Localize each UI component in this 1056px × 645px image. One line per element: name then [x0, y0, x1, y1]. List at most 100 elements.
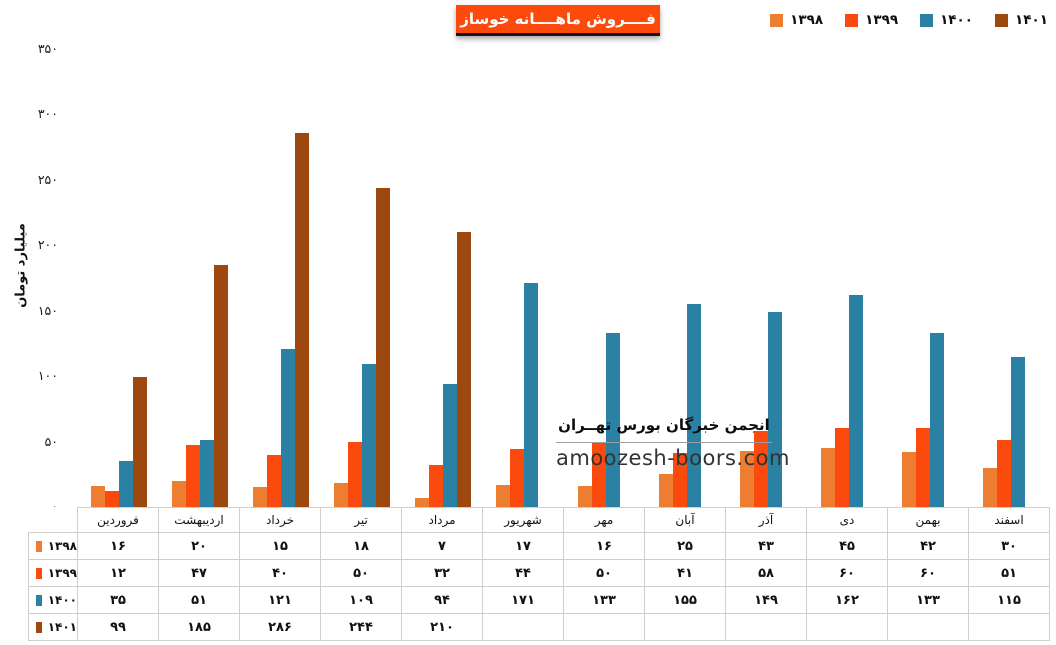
bar-slot	[672, 453, 687, 507]
value-cell-1401-month2: ۱۸۵	[159, 614, 240, 641]
legend-swatch-1401	[995, 13, 1009, 27]
value-cell-1401-month6	[483, 614, 564, 641]
table-row-header-1398: ۱۳۹۸	[28, 533, 78, 560]
bar-1400-month3	[280, 349, 295, 507]
bar-1400-month5	[443, 384, 458, 507]
bar-group-1	[78, 49, 159, 507]
bar-slot	[90, 486, 105, 507]
watermark: انجمن خبرگان بورس تهــران amoozesh-boors…	[556, 416, 790, 470]
table-year-label-1400: ۱۴۰۰	[47, 593, 77, 607]
month-header-5: مرداد	[402, 507, 483, 533]
bar-slot	[577, 486, 592, 507]
value-cell-1400-month1: ۳۵	[78, 587, 159, 614]
bar-slot	[591, 442, 606, 507]
bar-1398-month7	[577, 486, 592, 507]
bar-slot	[658, 474, 673, 507]
bar-slot	[739, 451, 754, 507]
value-cell-1400-month3: ۱۲۱	[240, 587, 321, 614]
bar-group-9	[727, 49, 808, 507]
value-cell-1401-month9	[726, 614, 807, 641]
value-cell-1400-month10: ۱۶۲	[807, 587, 888, 614]
bar-1398-month5	[415, 498, 430, 507]
value-cell-1400-month7: ۱۳۳	[564, 587, 645, 614]
bar-1398-month11	[902, 452, 917, 507]
table-year-label-1399: ۱۳۹۹	[47, 566, 77, 580]
bar-slot	[510, 449, 525, 507]
bar-group-3	[240, 49, 321, 507]
bar-1399-month10	[835, 428, 850, 507]
value-cell-1398-month6: ۱۷	[483, 533, 564, 560]
legend-item-1399: ۱۳۹۹	[845, 12, 898, 28]
bar-1398-month9	[739, 451, 754, 507]
bar-slot	[457, 232, 472, 507]
bar-slot	[199, 440, 214, 507]
bar-group-12	[971, 49, 1052, 507]
value-cell-1399-month2: ۴۷	[159, 560, 240, 587]
bar-group-7	[565, 49, 646, 507]
bar-slot	[376, 188, 391, 507]
bar-1399-month2	[185, 445, 200, 507]
value-cell-1400-month8: ۱۵۵	[645, 587, 726, 614]
table-swatch-1400	[36, 594, 42, 606]
bar-1399-month1	[104, 491, 119, 507]
bar-group-11	[890, 49, 971, 507]
bar-slot	[605, 333, 620, 507]
bar-1398-month12	[983, 468, 998, 507]
value-cell-1398-month1: ۱۶	[78, 533, 159, 560]
legend-item-1401: ۱۴۰۱	[995, 12, 1048, 28]
legend-label-1401: ۱۴۰۱	[1015, 12, 1048, 28]
value-cell-1398-month3: ۱۵	[240, 533, 321, 560]
plot-area	[78, 49, 1052, 507]
month-header-1: فروردین	[78, 507, 159, 533]
value-cell-1398-month9: ۴۳	[726, 533, 807, 560]
value-cell-1399-month5: ۳۲	[402, 560, 483, 587]
month-header-12: اسفند	[969, 507, 1050, 533]
bar-slot	[213, 265, 228, 507]
bar-1398-month3	[252, 487, 267, 507]
bar-1400-month12	[1011, 357, 1026, 507]
value-cell-1401-month7	[564, 614, 645, 641]
table-row-header-1399: ۱۳۹۹	[28, 560, 78, 587]
value-cell-1400-month2: ۵۱	[159, 587, 240, 614]
legend-item-1398: ۱۳۹۸	[770, 12, 823, 28]
watermark-website-text: amoozesh-boors.com	[556, 446, 790, 470]
bar-group-8	[646, 49, 727, 507]
table-swatch-1401	[36, 621, 42, 633]
month-header-9: آذر	[726, 507, 807, 533]
chart-legend: ۱۳۹۸ ۱۳۹۹ ۱۴۰۰ ۱۴۰۱	[770, 12, 1048, 28]
bar-1400-month7	[605, 333, 620, 507]
bar-slot	[916, 428, 931, 507]
legend-label-1400: ۱۴۰۰	[940, 12, 974, 28]
value-cell-1399-month3: ۴۰	[240, 560, 321, 587]
bar-1398-month6	[496, 485, 511, 507]
table-row-header-1400: ۱۴۰۰	[28, 587, 78, 614]
table-year-label-1398: ۱۳۹۸	[47, 539, 77, 553]
legend-label-1399: ۱۳۹۹	[865, 12, 899, 28]
bar-1401-month3	[294, 133, 309, 507]
month-header-6: شهریور	[483, 507, 564, 533]
bar-slot	[348, 442, 363, 507]
y-tick-label-0: ۰	[0, 498, 58, 516]
bar-slot	[443, 384, 458, 507]
bar-1399-month4	[348, 442, 363, 507]
bar-1401-month5	[457, 232, 472, 507]
value-cell-1400-month11: ۱۳۳	[888, 587, 969, 614]
bar-slot	[252, 487, 267, 507]
value-cell-1398-month4: ۱۸	[321, 533, 402, 560]
bar-slot	[821, 448, 836, 507]
value-cell-1401-month8	[645, 614, 726, 641]
value-cell-1399-month4: ۵۰	[321, 560, 402, 587]
y-tick-label-350: ۳۵۰	[37, 41, 58, 56]
bar-1398-month10	[821, 448, 836, 507]
bar-slot	[524, 283, 539, 507]
y-tick-label-150: ۱۵۰	[37, 302, 58, 318]
legend-item-1400: ۱۴۰۰	[920, 12, 973, 28]
value-cell-1399-month9: ۵۸	[726, 560, 807, 587]
table-row-header-1401: ۱۴۰۱	[28, 614, 78, 641]
bar-group-6	[484, 49, 565, 507]
bar-slot	[266, 455, 281, 507]
bar-1399-month9	[753, 431, 768, 507]
chart-title: فــــروش ماهــــانه خوساز	[456, 5, 660, 36]
month-header-10: دی	[807, 507, 888, 533]
y-tick-label-200: ۲۰۰	[37, 237, 58, 253]
